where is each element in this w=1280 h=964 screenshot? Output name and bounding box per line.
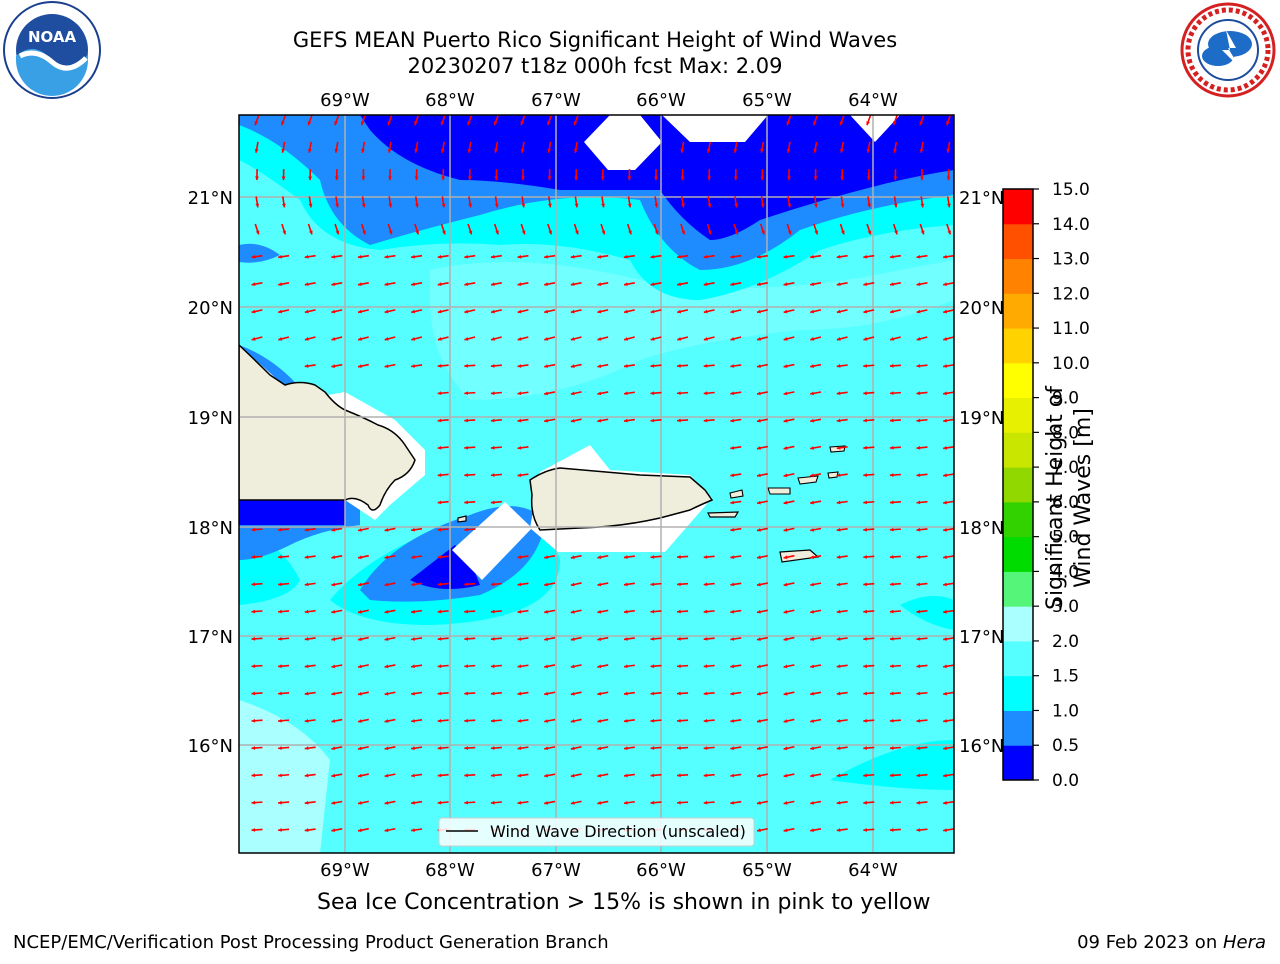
colorbar-tick-label-0: 0.0 <box>1052 771 1079 791</box>
lon-label-bottom-2: 67°W <box>531 860 581 881</box>
lon-label-top-2: 67°W <box>531 90 581 111</box>
colorbar-bin-8 <box>1003 467 1033 502</box>
colorbar-tick-label-3: 1.5 <box>1052 667 1079 687</box>
colorbar-tick-label-1: 0.5 <box>1052 736 1079 756</box>
map-legend: Wind Wave Direction (unscaled) <box>439 818 754 846</box>
colorbar-bin-0 <box>1003 745 1033 780</box>
lat-label-right-2: 19°N <box>959 408 1004 429</box>
colorbar-bin-3 <box>1003 641 1033 676</box>
colorbar-tick-label-13: 11.0 <box>1052 319 1090 339</box>
lon-label-bottom-1: 68°W <box>425 860 475 881</box>
lat-label-right-3: 18°N <box>959 518 1004 539</box>
colorbar-bin-6 <box>1003 537 1033 572</box>
colorbar-label: Significant Height of Wind Waves [m] <box>1042 368 1098 628</box>
wave-field-0.0-0.5-hisp-s <box>239 500 345 525</box>
lon-label-top-3: 66°W <box>636 90 686 111</box>
map-area <box>239 115 954 853</box>
lat-label-left-2: 19°N <box>188 408 233 429</box>
footer-left: NCEP/EMC/Verification Post Processing Pr… <box>13 932 609 953</box>
land-vieques <box>708 512 738 517</box>
lat-label-left-1: 20°N <box>188 298 233 319</box>
colorbar-tick-label-2: 1.0 <box>1052 701 1079 721</box>
colorbar-bin-11 <box>1003 363 1033 398</box>
colorbar-bin-15 <box>1003 224 1033 259</box>
colorbar-tick-label-15: 13.0 <box>1052 250 1090 270</box>
footer-right: 09 Feb 2023 on Hera <box>1077 932 1266 953</box>
colorbar-tick-label-14: 12.0 <box>1052 284 1090 304</box>
colorbar-bin-5 <box>1003 571 1033 606</box>
lon-label-top-1: 68°W <box>425 90 475 111</box>
colorbar-bin-10 <box>1003 398 1033 433</box>
colorbar-bin-9 <box>1003 432 1033 467</box>
land-virgin-gorda <box>828 472 838 478</box>
footer-host: Hera <box>1223 932 1266 953</box>
lat-label-left-4: 17°N <box>188 627 233 648</box>
colorbar-bin-7 <box>1003 502 1033 537</box>
colorbar-bin-2 <box>1003 676 1033 711</box>
colorbar-bin-13 <box>1003 293 1033 328</box>
lat-label-left-5: 16°N <box>188 736 233 757</box>
lon-label-bottom-5: 64°W <box>848 860 898 881</box>
colorbar-tick-label-4: 2.0 <box>1052 632 1079 652</box>
lon-label-top-4: 65°W <box>742 90 792 111</box>
colorbar-bin-12 <box>1003 328 1033 363</box>
lat-label-right-5: 16°N <box>959 736 1004 757</box>
lon-label-top-0: 69°W <box>320 90 370 111</box>
footer-date: 09 Feb 2023 on <box>1077 932 1223 953</box>
lon-label-bottom-0: 69°W <box>320 860 370 881</box>
colorbar-bin-14 <box>1003 259 1033 294</box>
sea-ice-caption: Sea Ice Concentration > 15% is shown in … <box>239 890 1117 915</box>
colorbar-bin-1 <box>1003 710 1033 745</box>
lat-label-right-0: 21°N <box>959 188 1004 209</box>
lat-label-left-3: 18°N <box>188 518 233 539</box>
land-st-thomas <box>768 488 790 494</box>
lat-label-left-0: 21°N <box>188 188 233 209</box>
colorbar-tick-label-16: 14.0 <box>1052 215 1090 235</box>
colorbar-bin-4 <box>1003 606 1033 641</box>
lat-label-right-1: 20°N <box>959 298 1004 319</box>
lat-label-right-4: 17°N <box>959 627 1004 648</box>
lon-label-bottom-4: 65°W <box>742 860 792 881</box>
colorbar-bin-16 <box>1003 189 1033 224</box>
legend-label: Wind Wave Direction (unscaled) <box>490 822 746 841</box>
lon-label-top-5: 64°W <box>848 90 898 111</box>
colorbar-tick-label-17: 15.0 <box>1052 180 1090 200</box>
lon-label-bottom-3: 66°W <box>636 860 686 881</box>
